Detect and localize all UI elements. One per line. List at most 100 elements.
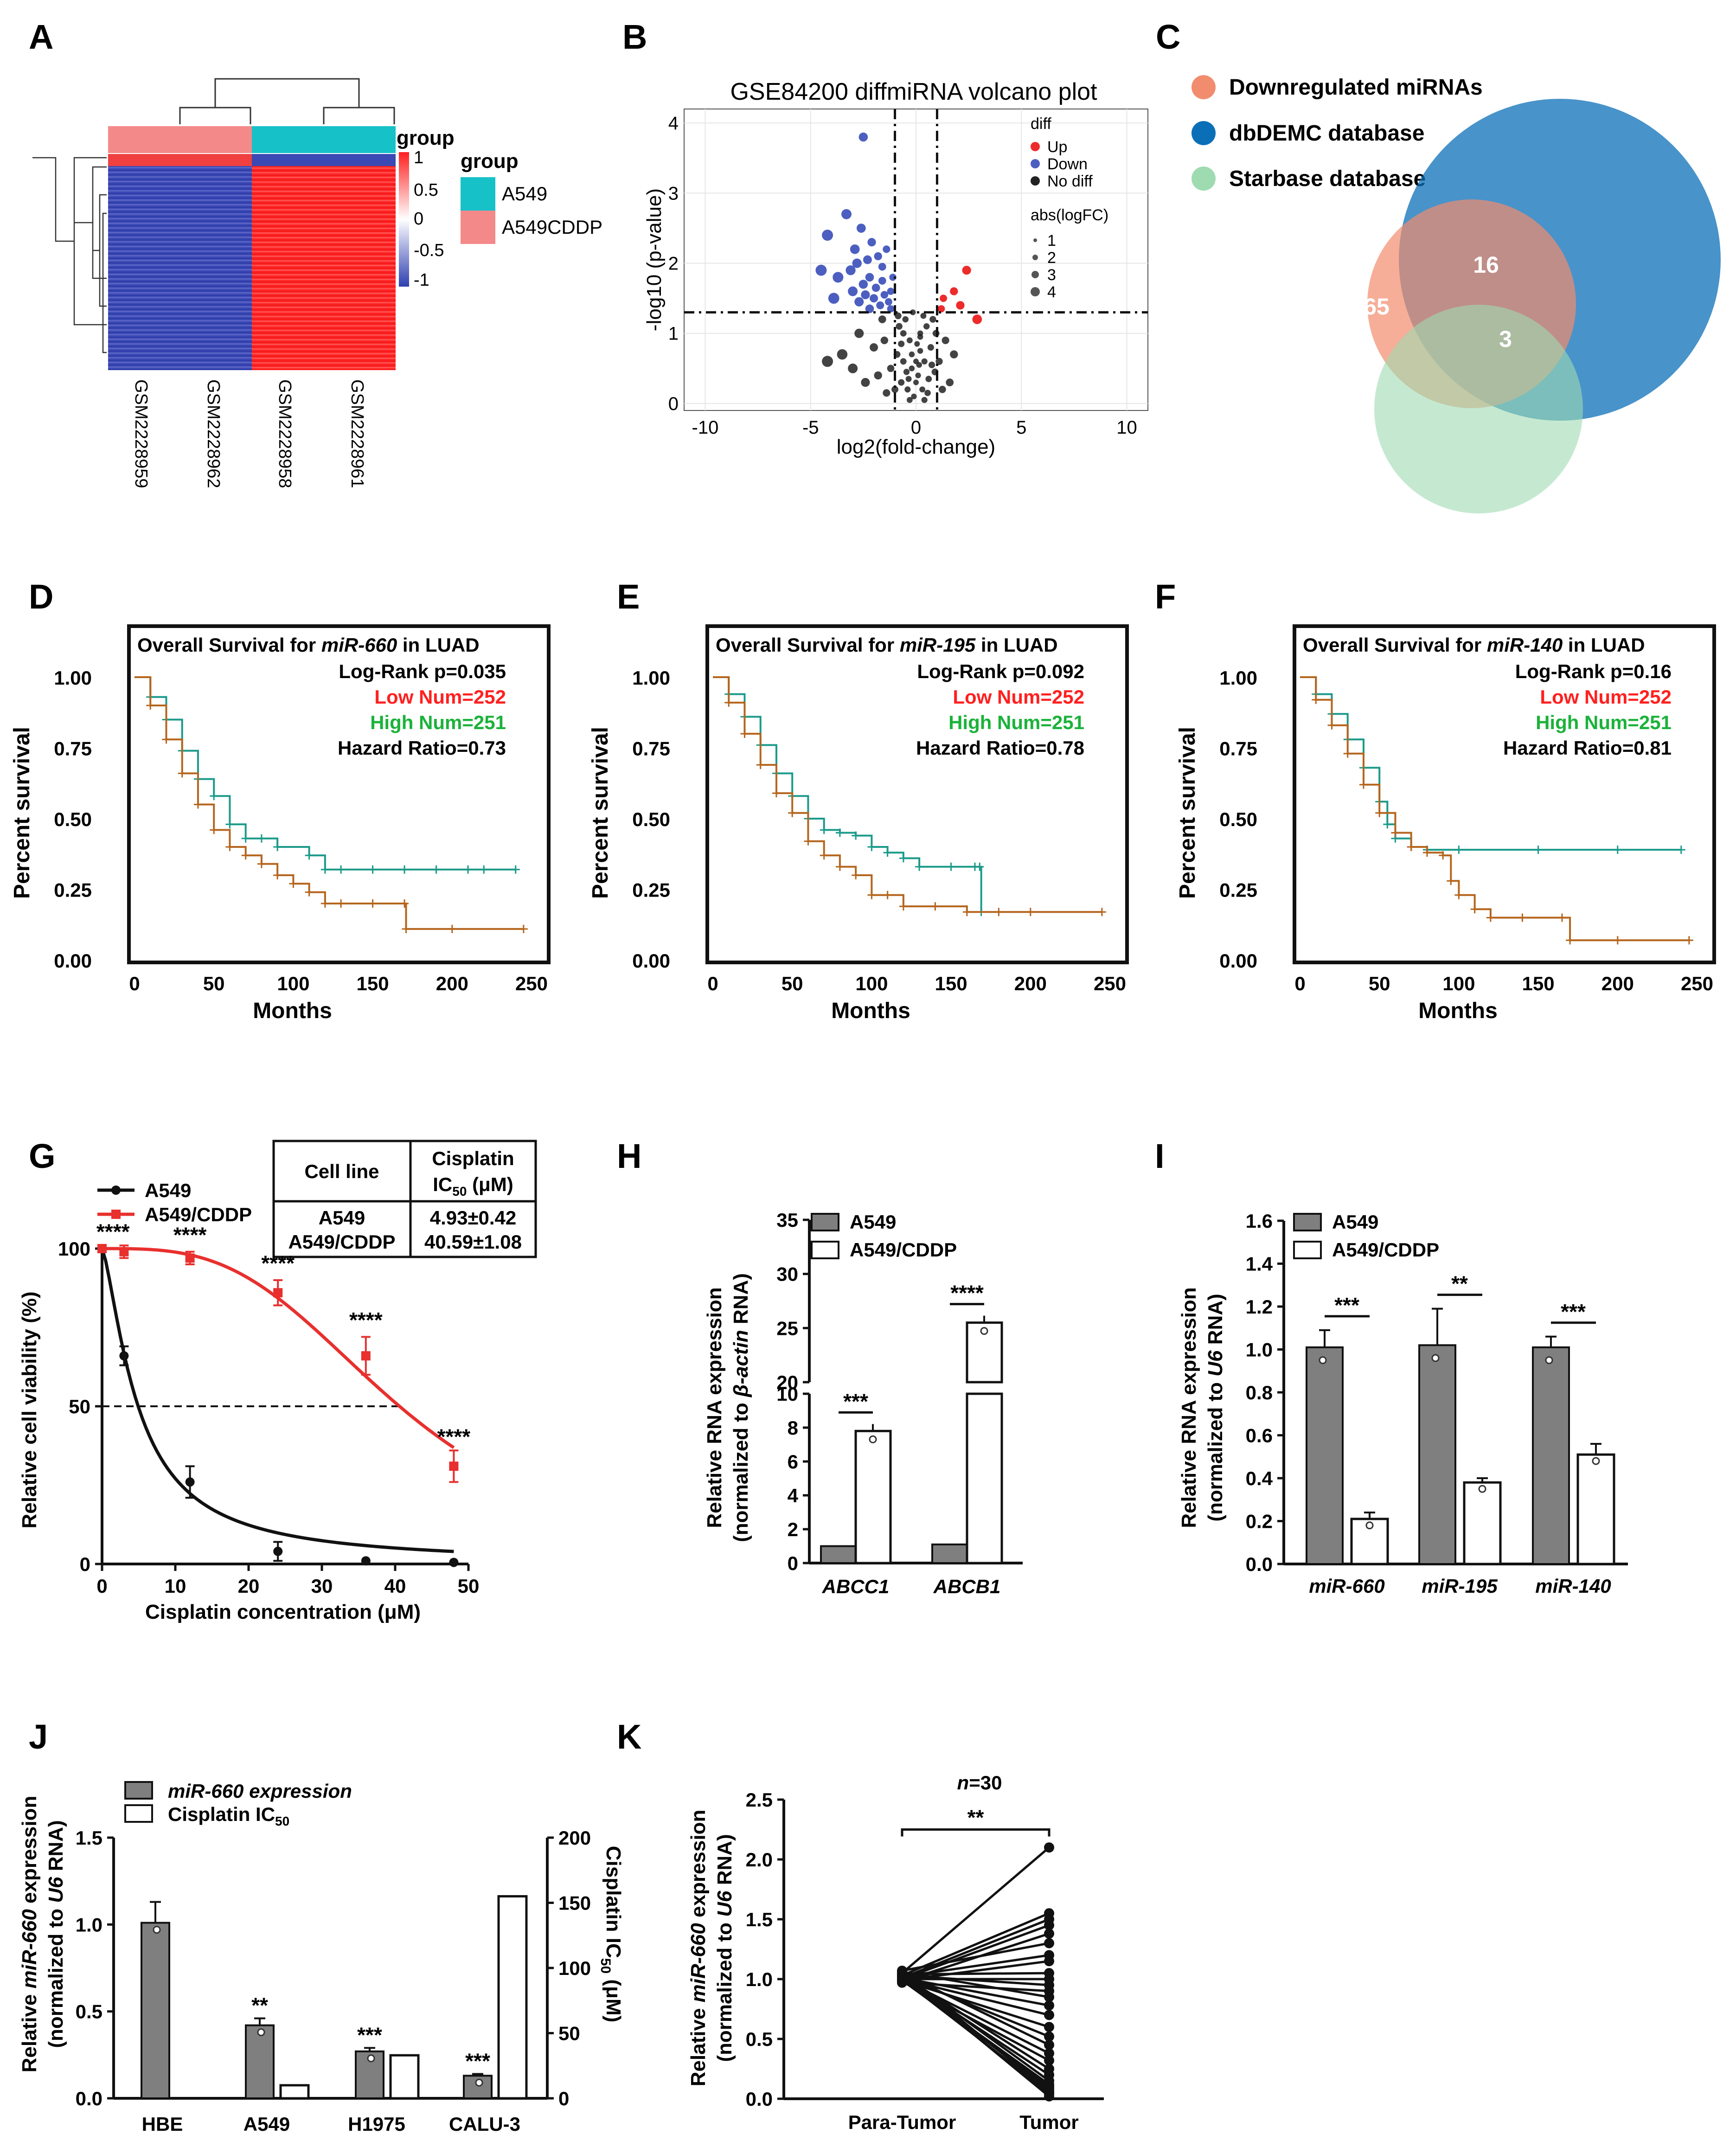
km-censor-mark <box>480 865 488 874</box>
km-y-tick: 0.25 <box>54 879 92 901</box>
km-censor-mark <box>146 701 155 710</box>
group-legend-swatch-a549cddp <box>461 211 495 244</box>
km-x-tick: 200 <box>1601 973 1634 994</box>
venn-legend-down: Downregulated miRNAs <box>1229 75 1483 100</box>
km-censor-mark <box>756 761 765 769</box>
j-y-label-1: Relative miR-660 expression <box>18 1796 41 2073</box>
km-censor-mark <box>724 698 733 707</box>
volcano-point-nodiff <box>883 389 890 397</box>
legend-up: Up <box>1047 138 1067 156</box>
i-legend-a549-swatch <box>1293 1213 1322 1231</box>
g-sig-label: **** <box>261 1251 295 1275</box>
volcano-point-nodiff <box>914 341 920 347</box>
volcano-x-tick: 10 <box>1116 417 1137 438</box>
panel-label-c: C <box>1156 18 1180 56</box>
panel-label-h: H <box>617 1137 641 1175</box>
i-legend-cddp: A549/CDDP <box>1332 1239 1439 1261</box>
j-y2-tick: 150 <box>558 1892 591 1914</box>
panel-label-f: F <box>1155 577 1176 616</box>
km-censor-mark <box>1685 936 1693 945</box>
panel-j-bar: J 0.0 0.5 1.0 1.5 0 50 100 150 200 HBE ** A549 *** H1… <box>18 1718 625 2135</box>
volcano-y-tick: 1 <box>668 324 679 344</box>
h-bar-cddp-lower <box>966 1392 1003 1564</box>
i-y-tick: 1.0 <box>1246 1339 1273 1361</box>
km-x-label: Months <box>831 999 910 1023</box>
volcano-point-down <box>887 305 895 313</box>
panel-label-i: I <box>1155 1137 1165 1175</box>
g-point-a549 <box>185 1477 195 1487</box>
g-point-a549 <box>119 1351 129 1361</box>
km-x-tick: 250 <box>1094 973 1126 994</box>
volcano-point-nodiff <box>942 336 949 344</box>
km-title: Overall Survival for miR-140 in LUAD <box>1303 634 1645 656</box>
km-high-num: High Num=251 <box>1536 711 1672 733</box>
k-y-tick: 1.0 <box>746 1968 773 1990</box>
i-y-tick: 1.4 <box>1246 1253 1273 1275</box>
i-bar-a549 <box>1418 1344 1456 1565</box>
h-bar-a549 <box>820 1545 857 1564</box>
km-censor-mark <box>1383 820 1392 829</box>
km-hazard-ratio: Hazard Ratio=0.73 <box>338 737 506 759</box>
volcano-point-nodiff <box>913 359 919 365</box>
panel-label-d: D <box>29 577 53 616</box>
km-logrank: Log-Rank p=0.035 <box>339 660 506 682</box>
h-legend-a549-swatch <box>811 1213 839 1231</box>
km-x-tick: 0 <box>707 973 718 994</box>
venn-legend-dot-down <box>1191 75 1216 99</box>
km-censor-mark <box>225 843 234 851</box>
km-censor-mark <box>899 902 908 911</box>
volcano-point-nodiff <box>919 386 926 393</box>
km-censor-mark <box>852 831 860 840</box>
venn-count-all-three: 3 <box>1499 326 1512 352</box>
i-y-tick: 0.0 <box>1246 1553 1273 1575</box>
volcano-point-down <box>865 304 874 314</box>
g-x-tick: 20 <box>238 1575 260 1597</box>
k-point-tumor <box>1044 2000 1054 2011</box>
i-x-tick: miR-140 <box>1535 1575 1611 1597</box>
volcano-point-nodiff <box>898 379 905 386</box>
panel-d-survival: D 0.00 0.25 0.50 0.75 1.00 0 50 100 150 200 250 Mon… <box>10 577 551 1023</box>
ic50-header-cisplatin: Cisplatin <box>432 1147 514 1169</box>
panel-b-volcano: B GSE84200 diffmiRNA volcano plot -10 -5 0… <box>622 18 1148 458</box>
i-x-tick: miR-660 <box>1309 1575 1384 1597</box>
i-errorbar <box>1319 1329 1330 1347</box>
sample-label: GSM2228962 <box>204 379 223 488</box>
volcano-point-down <box>852 258 862 268</box>
g-x-tick: 10 <box>165 1575 186 1597</box>
i-y-tick: 0.6 <box>1246 1425 1273 1447</box>
km-censor-mark <box>962 908 971 916</box>
km-x-tick: 100 <box>855 973 888 994</box>
heatmap-block-a549cddp <box>108 166 252 370</box>
km-y-tick: 0.00 <box>632 950 670 972</box>
i-x-tick: miR-195 <box>1422 1575 1498 1597</box>
legend-size-dot <box>1031 287 1040 296</box>
k-y-tick: 2.0 <box>746 1849 773 1871</box>
km-censor-mark <box>1677 846 1685 854</box>
k-y-label-1: Relative miR-660 expression <box>687 1810 710 2087</box>
ic50-table: Cell line Cisplatin IC50 (μM) A549 A549/… <box>272 1140 537 1258</box>
km-censor-mark <box>241 834 250 843</box>
volcano-point-nodiff <box>920 313 927 319</box>
volcano-point-down <box>861 290 870 300</box>
k-x-tick: Para-Tumor <box>848 2111 956 2133</box>
volcano-point-nodiff <box>924 390 931 397</box>
km-censor-mark <box>788 808 797 817</box>
volcano-y-label: -log10 (p-value) <box>643 188 666 331</box>
km-censor-mark <box>273 843 282 851</box>
volcano-point-nodiff <box>895 312 902 320</box>
volcano-y-tick: 2 <box>668 254 679 274</box>
volcano-point-down <box>880 291 889 299</box>
km-censor-mark <box>368 899 377 908</box>
h-legend-cddp-swatch <box>811 1241 839 1259</box>
volcano-point-nodiff <box>906 337 913 344</box>
scale-tick: -0.5 <box>414 241 444 260</box>
k-pair-line <box>902 1942 1050 1972</box>
h-y-tick: 30 <box>776 1263 798 1285</box>
km-censor-mark <box>1391 828 1400 837</box>
km-censor-mark <box>210 792 218 801</box>
k-sig-label: ** <box>967 1806 984 1830</box>
volcano-point-down <box>863 255 872 264</box>
k-point-tumor <box>1044 2010 1054 2020</box>
km-censor-mark <box>305 851 314 860</box>
volcano-point-nodiff <box>950 350 958 359</box>
